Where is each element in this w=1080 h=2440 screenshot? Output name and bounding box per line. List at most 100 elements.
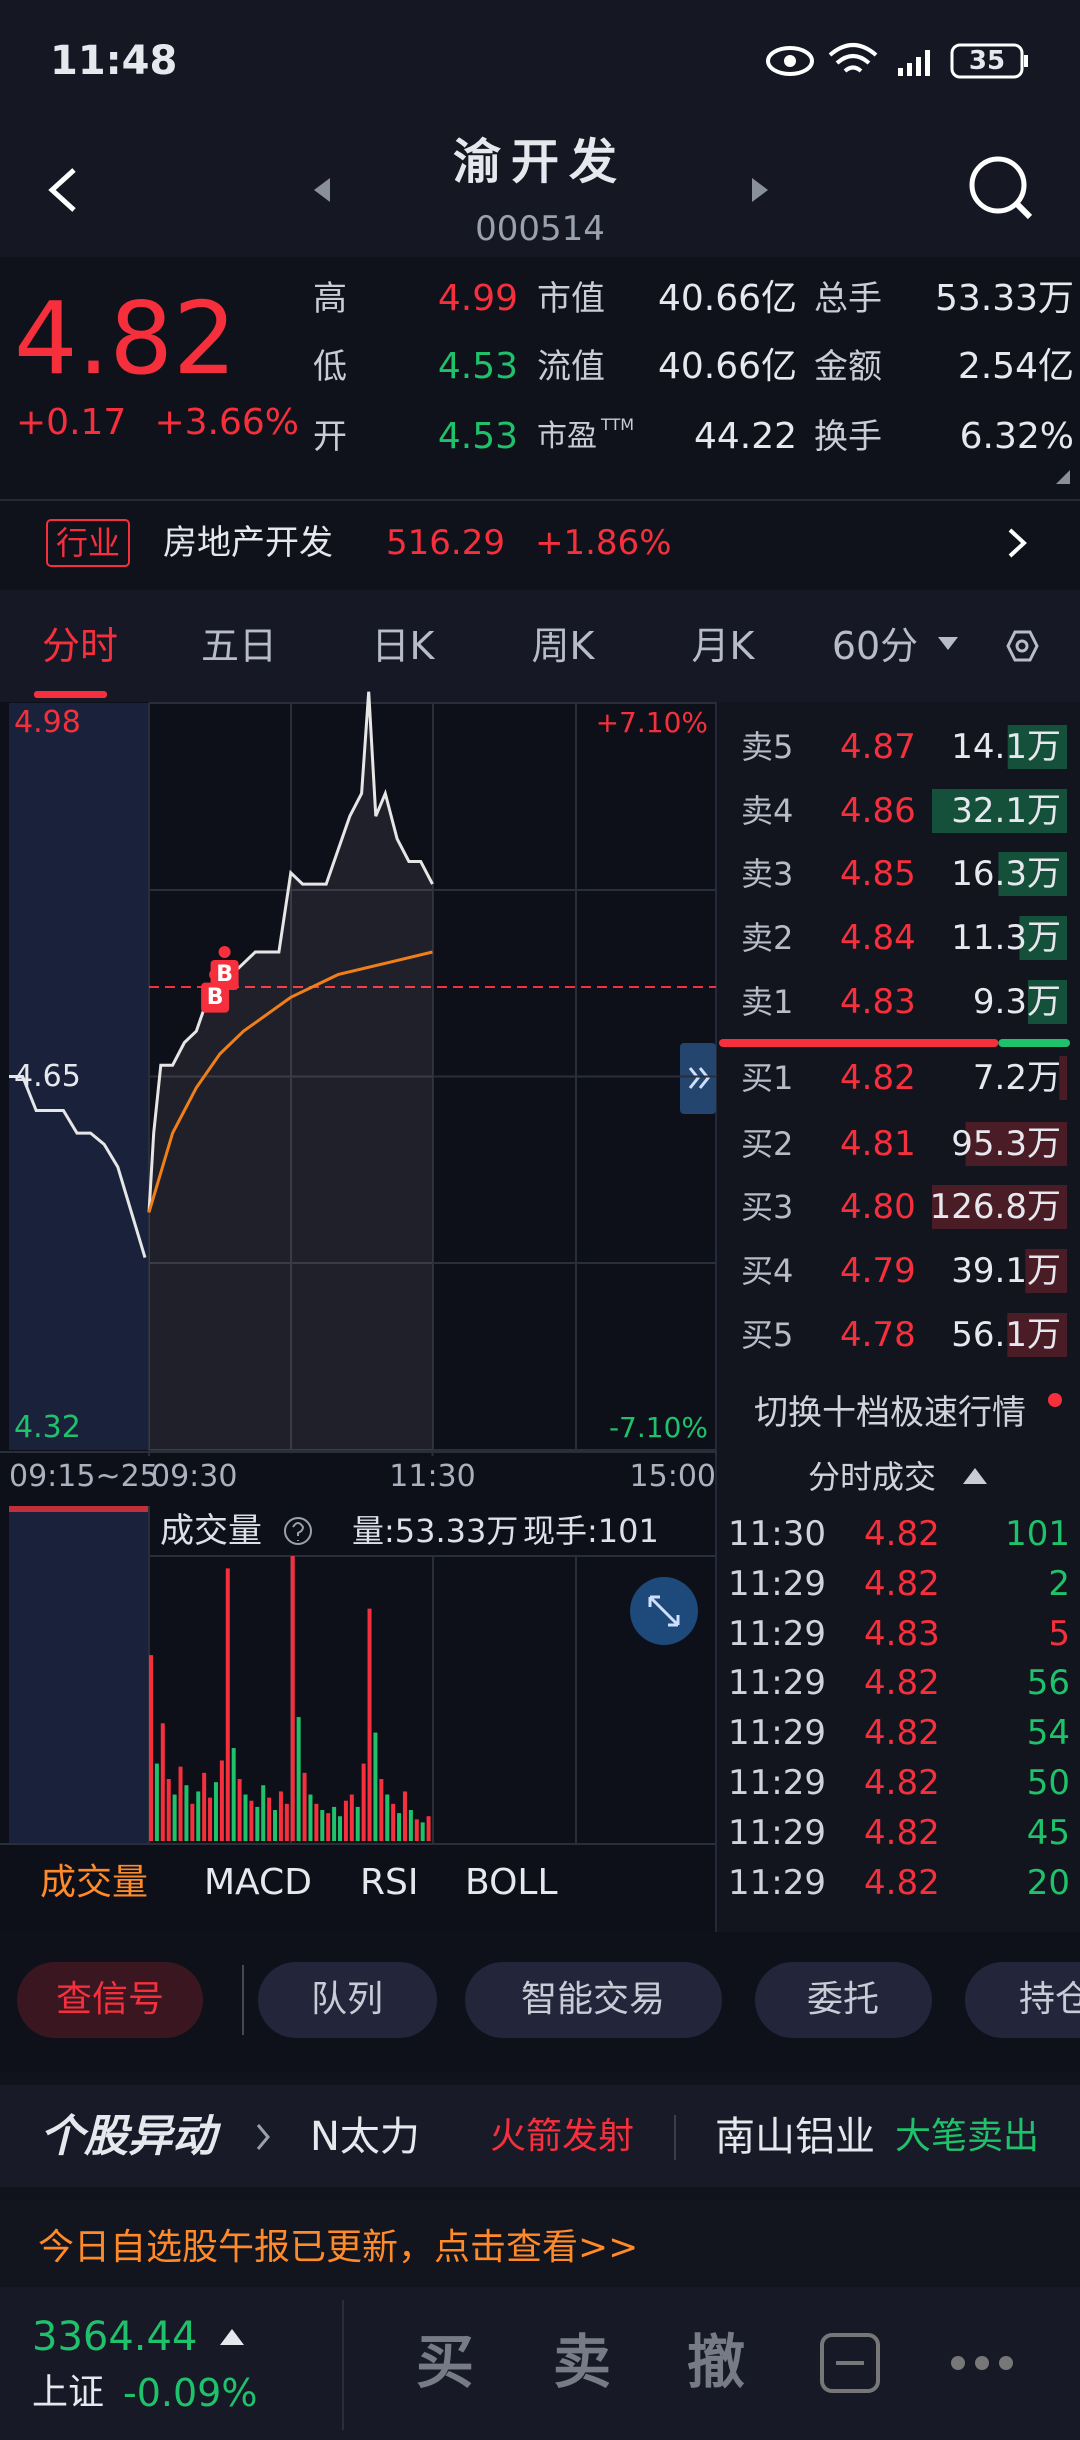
x-tick-label: 15:00 — [629, 1459, 716, 1494]
pill[interactable] — [258, 1962, 437, 2038]
next-stock[interactable] — [752, 178, 768, 202]
notice-bg — [0, 2200, 1080, 2287]
trade-volume: 20 — [1026, 1862, 1070, 1903]
volume-bar — [243, 1794, 248, 1841]
volume-bar — [408, 1810, 413, 1841]
action-button[interactable]: 队列 — [310, 1979, 384, 2020]
more-button[interactable] — [951, 2356, 1013, 2370]
y-tick-label: 4.65 — [14, 1058, 81, 1094]
indicator-tab[interactable]: 成交量 — [40, 1862, 149, 1903]
volume-bar — [237, 1779, 242, 1841]
volume-bar — [249, 1800, 254, 1841]
action-button[interactable]: 委托 — [806, 1979, 880, 2020]
depth-bar — [1007, 1313, 1067, 1357]
trade-price: 4.83 — [864, 1613, 940, 1654]
stat-value: 40.66亿 — [657, 278, 797, 319]
pill[interactable] — [755, 1962, 932, 2038]
level-price: 4.85 — [840, 854, 916, 894]
settings-icon — [1015, 639, 1029, 653]
stat-value: 53.33万 — [934, 278, 1074, 319]
pill[interactable] — [465, 1962, 722, 2038]
notice[interactable]: 今日自选股午报已更新，点击查看>> — [38, 2227, 639, 2268]
premarket-panel — [9, 703, 149, 1450]
indicator-tab[interactable]: MACD — [204, 1862, 312, 1903]
level-label: 买1 — [741, 1059, 794, 1097]
volume-bar — [213, 1782, 218, 1841]
stat-label-sup: TTM — [601, 415, 635, 434]
period-tab[interactable]: 日K — [371, 624, 435, 668]
level-label: 买5 — [741, 1316, 794, 1354]
depth-bar — [1019, 916, 1067, 960]
minus-button[interactable] — [820, 2333, 880, 2393]
pill[interactable] — [17, 1962, 203, 2038]
level-price: 4.78 — [840, 1315, 916, 1355]
trade-price: 4.82 — [864, 1663, 940, 1704]
news-stock[interactable]: 南山铝业 — [715, 2114, 875, 2160]
indicator-tab[interactable]: BOLL — [465, 1862, 558, 1903]
period-tab[interactable]: 五日 — [200, 624, 278, 668]
switch-depth[interactable]: 切换十档极速行情 — [754, 1393, 1026, 1433]
stat-value: 4.53 — [437, 416, 518, 457]
depth-bar — [998, 852, 1067, 896]
period-tab[interactable]: 60分 — [831, 624, 919, 668]
depth-bar — [1059, 1056, 1067, 1100]
stat-label: 市盈 — [537, 419, 597, 454]
y-tick-label: 4.98 — [14, 705, 81, 740]
volume-bar — [414, 1819, 419, 1841]
volume-bar — [278, 1791, 283, 1841]
trade-button[interactable]: 买 — [415, 2328, 475, 2396]
wifi-icon — [828, 43, 878, 73]
premarket-line — [9, 1075, 147, 1259]
news-stock[interactable]: N太力 — [310, 2114, 420, 2160]
industry-chevron[interactable] — [1008, 528, 1027, 558]
back-button[interactable] — [48, 168, 76, 212]
index-value: 3364.44 — [32, 2314, 198, 2360]
period-tab[interactable]: 周K — [531, 624, 595, 668]
stat-label: 换手 — [814, 417, 882, 457]
action-button[interactable]: 持仓 — [1018, 1979, 1080, 2020]
dropdown-icon[interactable] — [938, 637, 958, 650]
help-icon[interactable] — [284, 1517, 312, 1545]
period-tab[interactable]: 分时 — [41, 624, 119, 668]
volume-bar — [349, 1794, 354, 1841]
x-tick-label: 11:30 — [389, 1459, 476, 1494]
trade-button[interactable]: 卖 — [552, 2328, 612, 2396]
stat-label: 开 — [313, 417, 347, 457]
volume-bar — [302, 1772, 307, 1841]
volume-bar — [420, 1822, 425, 1841]
action-button[interactable]: 智能交易 — [520, 1979, 666, 2020]
level-price: 4.86 — [840, 791, 916, 831]
level-label: 卖5 — [741, 728, 794, 766]
premarket-vol-panel — [9, 1506, 149, 1844]
action-button[interactable]: 查信号 — [55, 1979, 165, 2020]
volume-bar — [314, 1803, 319, 1841]
volume-bar — [261, 1785, 266, 1841]
search-button[interactable] — [969, 156, 1027, 214]
sort-icon[interactable] — [963, 1468, 987, 1484]
trade-time: 11:29 — [728, 1713, 826, 1754]
industry-name[interactable]: 房地产开发 — [163, 523, 333, 563]
pct-tick-label: +7.10% — [595, 706, 708, 739]
price-change-pct: +3.66% — [154, 402, 299, 443]
level-volume: 95.3万 — [951, 1124, 1061, 1164]
volume-bar — [178, 1766, 183, 1841]
trade-button[interactable]: 撤 — [686, 2328, 746, 2396]
pill[interactable] — [965, 1962, 1080, 2038]
trade-price: 4.82 — [864, 1563, 940, 1604]
trade-price: 4.82 — [864, 1713, 940, 1754]
volume-bar — [373, 1732, 378, 1841]
battery-icon — [1024, 55, 1028, 67]
settings-icon[interactable] — [1006, 630, 1039, 662]
volume-bar — [320, 1810, 325, 1841]
level-volume: 39.1万 — [951, 1251, 1061, 1291]
indicator-tab[interactable]: RSI — [360, 1862, 419, 1903]
volume-bar — [367, 1608, 372, 1841]
volume-bar — [361, 1763, 366, 1841]
period-tab[interactable]: 月K — [691, 624, 755, 668]
trades-title[interactable]: 分时成交 — [807, 1458, 937, 1496]
prev-stock[interactable] — [314, 178, 330, 202]
trade-volume: 56 — [1026, 1663, 1070, 1704]
volume-bar — [391, 1803, 396, 1841]
